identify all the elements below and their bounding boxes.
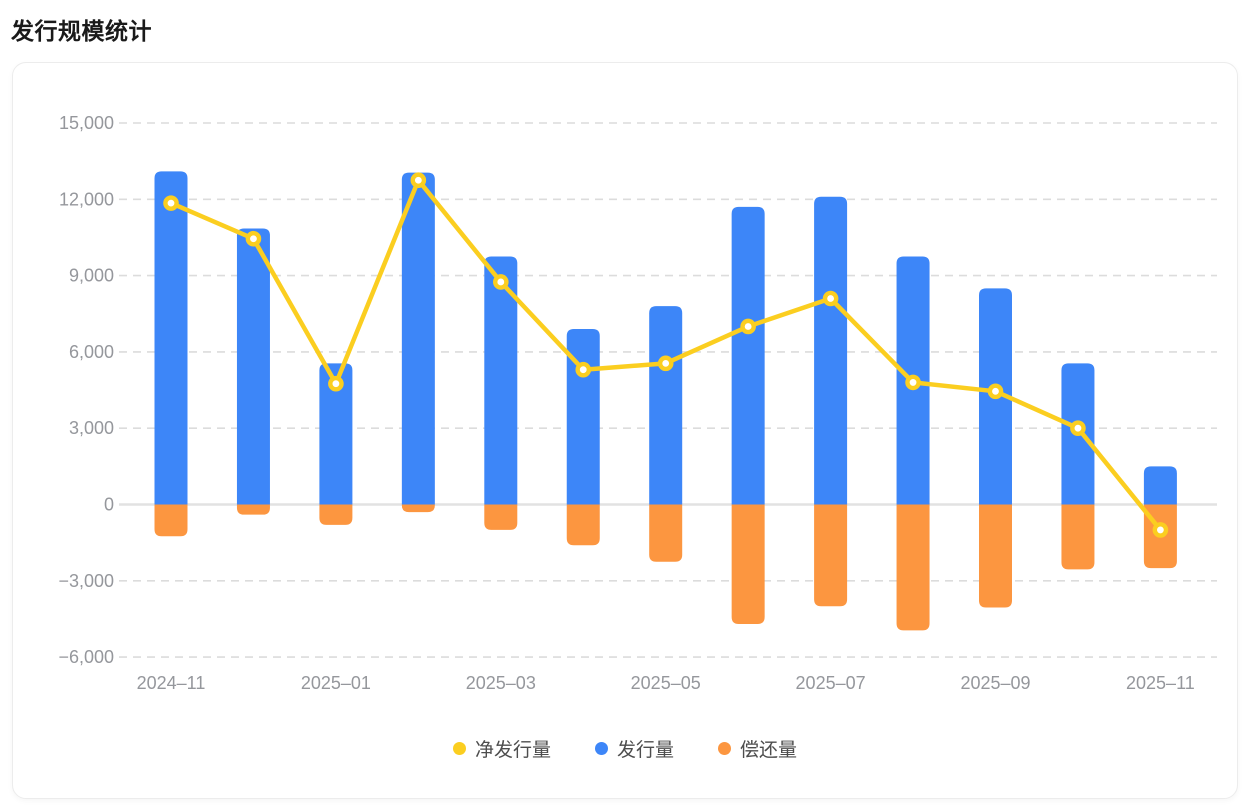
net-issuance-point-2025-05 — [657, 355, 674, 372]
repayment-bar-2025-07 — [814, 504, 848, 607]
x-axis-tick-label: 2025–11 — [1126, 673, 1195, 693]
repayment-bar-2025-02 — [401, 504, 435, 513]
net-issuance-point-2024-12 — [245, 230, 262, 247]
issuance-bar-2025-06 — [731, 206, 765, 505]
issuance-bar-2025-07 — [814, 196, 848, 505]
repayment-bar-2025-04 — [566, 504, 600, 546]
x-axis-tick-label: 2025–03 — [466, 673, 536, 693]
net-issuance-point-2025-03 — [492, 274, 509, 290]
y-axis-tick-label: 3,000 — [69, 418, 114, 438]
issuance-bar-2025-04 — [566, 329, 600, 505]
y-axis-tick-label: 9,000 — [69, 266, 114, 286]
y-axis-tick-label: −6,000 — [58, 647, 114, 667]
repayment-bar-2025-08 — [896, 504, 930, 631]
issuance-bar-2024-12 — [236, 228, 270, 505]
legend-label: 偿还量 — [740, 740, 798, 761]
net-issuance-point-2025-02 — [410, 172, 427, 189]
issuance-bar-2025-02 — [401, 172, 435, 505]
x-axis-tick-label: 2025–09 — [960, 673, 1030, 693]
issuance-bar-2025-03 — [484, 256, 518, 505]
issuance-bar-2025-11 — [1143, 466, 1177, 505]
chart-legend: 净发行量 发行量 偿还量 — [13, 735, 1237, 762]
legend-item-net-issuance[interactable]: 净发行量 — [452, 735, 551, 762]
y-axis-tick-label: −3,000 — [58, 571, 114, 591]
x-axis-tick-label: 2025–01 — [301, 673, 371, 693]
y-axis-tick-label: 12,000 — [59, 189, 114, 209]
net-issuance-point-2025-10 — [1070, 420, 1086, 437]
net-issuance-point-2025-09 — [987, 383, 1004, 400]
net-issuance-point-2025-01 — [328, 375, 344, 392]
legend-label: 发行量 — [616, 740, 674, 761]
chart-canvas: 15,000 12,000 9,000 6,000 3,000 0 −3,000 −6,000… — [58, 113, 1217, 693]
page-title: 发行规模统计 — [11, 18, 152, 44]
repayment-bar-2025-03 — [484, 504, 518, 530]
repayment-bar-2025-10 — [1061, 504, 1095, 570]
issuance-bar-2024-11 — [154, 171, 188, 505]
x-axis-tick-label: 2025–07 — [796, 673, 866, 693]
chart-card: 15,000 12,000 9,000 6,000 3,000 0 −3,000 −6,000… — [12, 62, 1238, 799]
net-issuance-point-2025-07 — [822, 290, 839, 307]
repayment-bar-2025-09 — [979, 504, 1012, 608]
repayment-bar-2025-06 — [731, 504, 765, 625]
x-axis-tick-label: 2025–05 — [631, 673, 701, 693]
repayment-dot-icon — [718, 742, 731, 755]
net-issuance-point-2025-04 — [575, 361, 592, 378]
issuance-bar-2025-05 — [649, 306, 683, 505]
issuance-bar-2025-01 — [319, 363, 353, 505]
net-issuance-point-2025-08 — [905, 374, 921, 391]
legend-item-repayment[interactable]: 偿还量 — [718, 735, 797, 762]
legend-label: 净发行量 — [474, 740, 551, 761]
y-axis-tick-label: 0 — [104, 495, 114, 515]
repayment-bar-2025-01 — [319, 504, 353, 525]
repayment-bar-2025-05 — [649, 504, 683, 562]
x-axis-tick-label: 2024–11 — [137, 673, 206, 693]
y-axis-tick-label: 6,000 — [69, 342, 114, 362]
repayment-bar-2024-12 — [236, 504, 270, 515]
issuance-dot-icon — [594, 742, 608, 755]
net-issuance-point-2024-11 — [163, 195, 179, 211]
legend-item-issuance[interactable]: 发行量 — [594, 735, 674, 762]
net-issuance-point-2025-06 — [740, 318, 756, 335]
net-issuance-dot-icon — [452, 742, 466, 755]
y-axis-tick-label: 15,000 — [59, 113, 114, 133]
net-issuance-point-2025-11 — [1152, 522, 1169, 538]
repayment-bar-2024-11 — [154, 504, 188, 537]
